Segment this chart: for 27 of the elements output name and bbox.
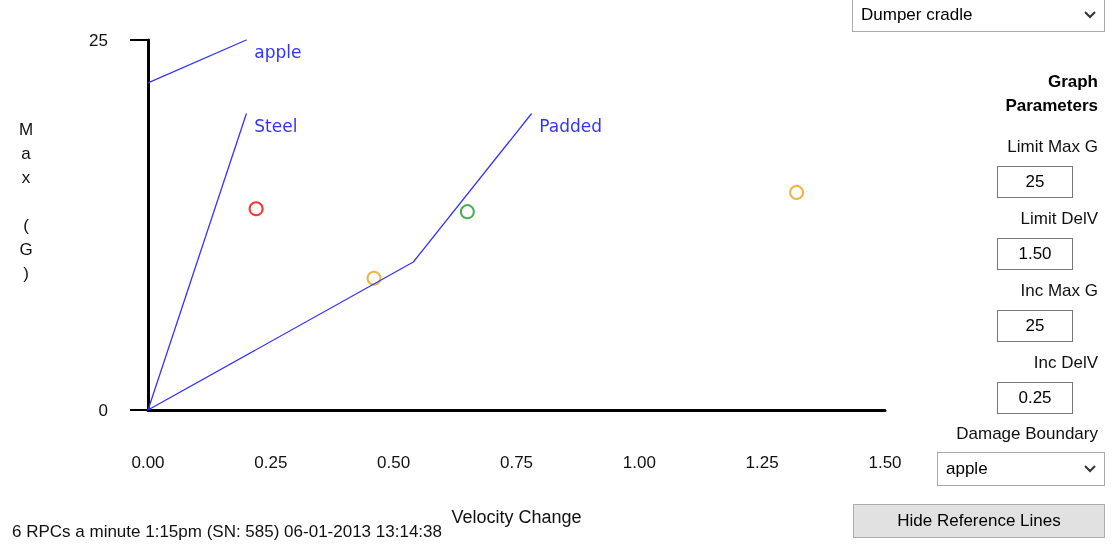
text: Limit Max G — [1007, 137, 1098, 157]
text: 25 — [997, 166, 1073, 198]
x-tick-label: 1.25 — [745, 453, 779, 472]
text: 6 RPCs a minute 1:15pm (SN: 585) 06-01-2013 13:14:38 — [12, 522, 442, 542]
text: Dumper cradle — [860, 5, 974, 25]
text: Graph Parameters — [1004, 71, 1098, 117]
x-tick-label: 1.50 — [868, 453, 902, 472]
text: Damage Boundary — [956, 424, 1098, 444]
y-tick-label: 0 — [98, 400, 108, 420]
x-tick-label: 0.00 — [131, 453, 165, 472]
text: Max (G) — [18, 120, 34, 283]
text: 0.25 — [997, 382, 1073, 414]
series-label: Padded — [539, 116, 602, 136]
text: Inc Max G — [1020, 281, 1098, 301]
text: 1.50 — [997, 238, 1073, 270]
text: apple — [945, 459, 989, 479]
x-tick-label: 0.50 — [377, 453, 411, 472]
text: Hide Reference Lines — [853, 504, 1105, 538]
x-axis-title: Velocity Change — [451, 507, 582, 527]
text: Limit DelV — [1020, 209, 1098, 229]
x-tick-label: 1.00 — [622, 453, 656, 472]
x-tick-label: 0.25 — [254, 453, 288, 472]
x-tick-label: 0.75 — [499, 453, 534, 472]
text: Inc DelV — [1033, 353, 1098, 373]
series-label: apple — [254, 42, 302, 62]
series-label: Steel — [254, 116, 298, 136]
text: 25 — [997, 310, 1073, 342]
